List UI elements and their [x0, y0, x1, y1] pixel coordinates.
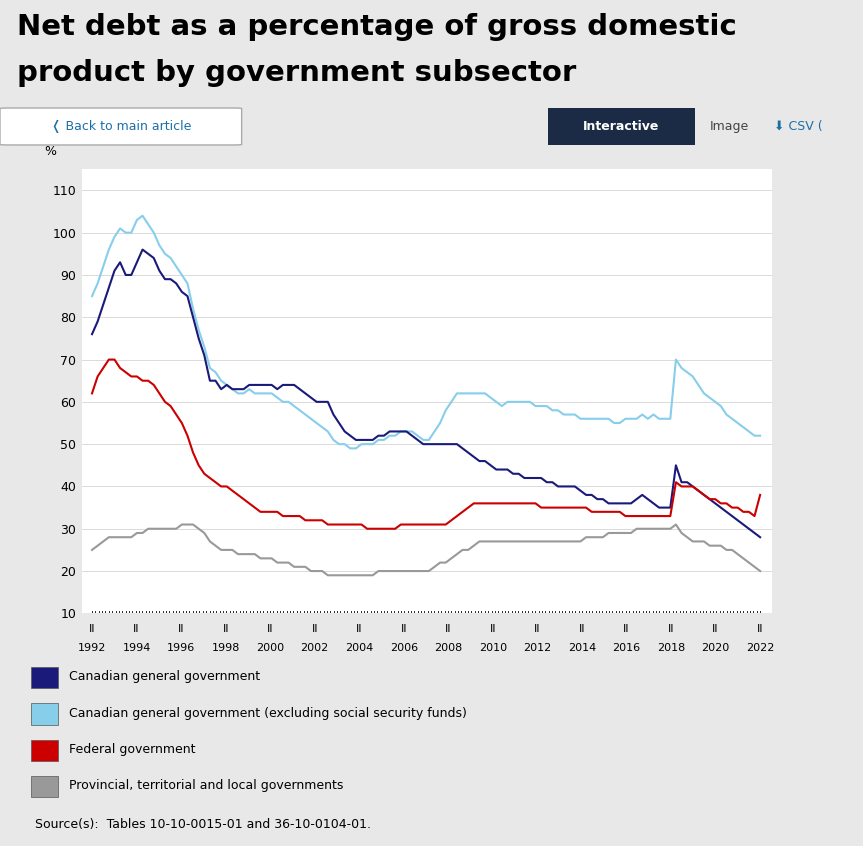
- Text: II: II: [89, 624, 95, 634]
- Text: II: II: [133, 624, 140, 634]
- Text: II: II: [712, 624, 719, 634]
- Bar: [31, 739, 58, 761]
- Text: Canadian general government: Canadian general government: [69, 670, 261, 684]
- Text: Net debt as a percentage of gross domestic: Net debt as a percentage of gross domest…: [17, 13, 737, 41]
- Text: II: II: [668, 624, 674, 634]
- Text: Federal government: Federal government: [69, 743, 196, 756]
- Bar: [548, 108, 695, 145]
- Text: 2022: 2022: [746, 643, 774, 653]
- Text: %: %: [44, 146, 56, 158]
- Text: II: II: [623, 624, 630, 634]
- Text: 2000: 2000: [256, 643, 284, 653]
- Text: 2016: 2016: [613, 643, 640, 653]
- Text: 2012: 2012: [523, 643, 551, 653]
- Text: 2018: 2018: [657, 643, 685, 653]
- Text: 2002: 2002: [300, 643, 329, 653]
- Text: 1994: 1994: [123, 643, 151, 653]
- Text: 2020: 2020: [702, 643, 730, 653]
- Bar: [31, 703, 58, 725]
- Text: Interactive: Interactive: [583, 119, 659, 133]
- Text: II: II: [312, 624, 318, 634]
- Text: 1996: 1996: [167, 643, 195, 653]
- Text: 1998: 1998: [211, 643, 240, 653]
- Text: II: II: [400, 624, 407, 634]
- Text: product by government subsector: product by government subsector: [17, 59, 576, 87]
- Text: Image: Image: [709, 119, 749, 133]
- Bar: [31, 776, 58, 797]
- Text: II: II: [445, 624, 451, 634]
- Text: 2008: 2008: [434, 643, 463, 653]
- Text: II: II: [579, 624, 585, 634]
- Text: 2004: 2004: [345, 643, 374, 653]
- Text: II: II: [534, 624, 541, 634]
- Bar: [31, 667, 58, 689]
- Text: 1992: 1992: [78, 643, 106, 653]
- Text: 2014: 2014: [568, 643, 596, 653]
- Text: ❬ Back to main article: ❬ Back to main article: [51, 119, 191, 133]
- Text: 2006: 2006: [390, 643, 418, 653]
- Text: Canadian general government (excluding social security funds): Canadian general government (excluding s…: [69, 706, 467, 720]
- FancyBboxPatch shape: [0, 108, 242, 145]
- Text: Source(s):  Tables 10-10-0015-01 and 36-10-0104-01.: Source(s): Tables 10-10-0015-01 and 36-1…: [35, 818, 370, 831]
- Text: II: II: [178, 624, 185, 634]
- Text: 2010: 2010: [479, 643, 507, 653]
- Text: Provincial, territorial and local governments: Provincial, territorial and local govern…: [69, 779, 343, 792]
- Text: II: II: [356, 624, 362, 634]
- Text: II: II: [223, 624, 229, 634]
- Text: II: II: [267, 624, 274, 634]
- Text: II: II: [757, 624, 764, 634]
- Text: II: II: [489, 624, 496, 634]
- Text: ⬇ CSV (: ⬇ CSV (: [774, 119, 822, 133]
